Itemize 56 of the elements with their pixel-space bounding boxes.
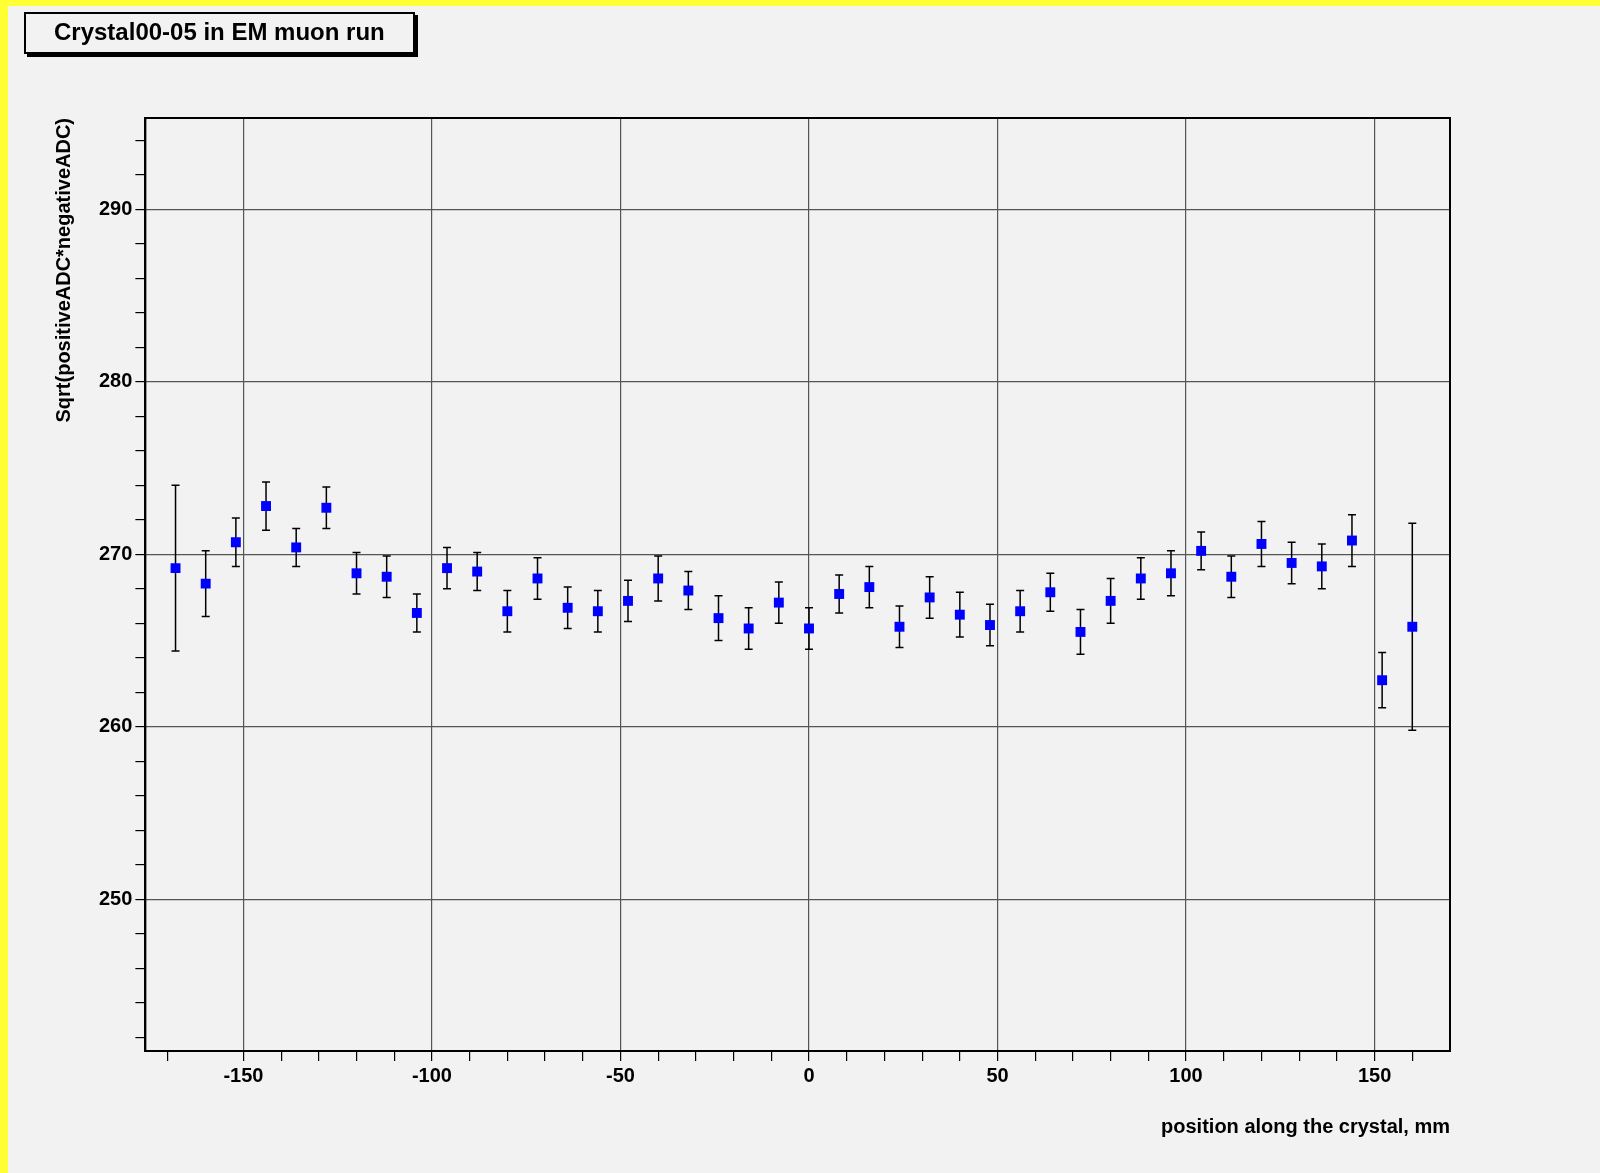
point: [321, 502, 332, 513]
point: [1196, 545, 1207, 556]
point: [351, 568, 362, 579]
point: [411, 608, 422, 618]
point: [230, 537, 241, 548]
point: [502, 606, 513, 617]
point: [472, 566, 483, 577]
point: [1256, 539, 1267, 549]
y-tick-label: 290: [98, 196, 133, 219]
y-tick-label: 270: [98, 541, 133, 564]
point: [623, 595, 633, 606]
x-tick-label: -50: [606, 1063, 635, 1086]
point: [683, 585, 694, 596]
point: [773, 597, 784, 608]
x-tick-label: -100: [411, 1063, 452, 1086]
point: [743, 623, 754, 634]
x-tick-label: 150: [1357, 1063, 1392, 1086]
point: [954, 609, 965, 620]
point: [1316, 561, 1327, 572]
x-tick-label: 50: [986, 1063, 1009, 1086]
point: [592, 606, 603, 617]
point: [442, 563, 452, 574]
point: [1135, 573, 1146, 584]
point: [1166, 568, 1176, 579]
y-axis-title: Sqrt(positiveADC*negativeADC): [51, 118, 74, 423]
point: [924, 592, 935, 603]
point: [562, 602, 573, 613]
y-tick-label: 280: [98, 369, 133, 392]
point: [291, 542, 302, 553]
point: [1377, 675, 1388, 686]
point: [1105, 595, 1116, 606]
point: [200, 578, 211, 589]
x-tick-label: 0: [803, 1063, 815, 1086]
point: [804, 623, 814, 634]
x-tick-label: -150: [223, 1063, 264, 1086]
point: [381, 571, 392, 582]
point: [1045, 587, 1056, 598]
y-tick-label: 250: [98, 886, 133, 909]
point: [1015, 606, 1026, 617]
point: [894, 621, 905, 632]
point: [653, 573, 664, 584]
point: [1347, 535, 1357, 546]
point: [1226, 571, 1237, 582]
point: [834, 589, 845, 599]
y-tick-label: 260: [98, 714, 133, 737]
point: [1286, 557, 1297, 568]
point: [713, 613, 724, 624]
x-axis-title: position along the crystal, mm: [1161, 1114, 1450, 1137]
point: [864, 582, 875, 593]
point: [985, 620, 995, 630]
point: [1075, 626, 1086, 637]
point: [170, 563, 181, 574]
chart-title: Crystal00-05 in EM muon run: [24, 12, 415, 54]
x-tick-label: 100: [1169, 1063, 1203, 1086]
point: [261, 501, 271, 511]
point: [1407, 621, 1418, 632]
